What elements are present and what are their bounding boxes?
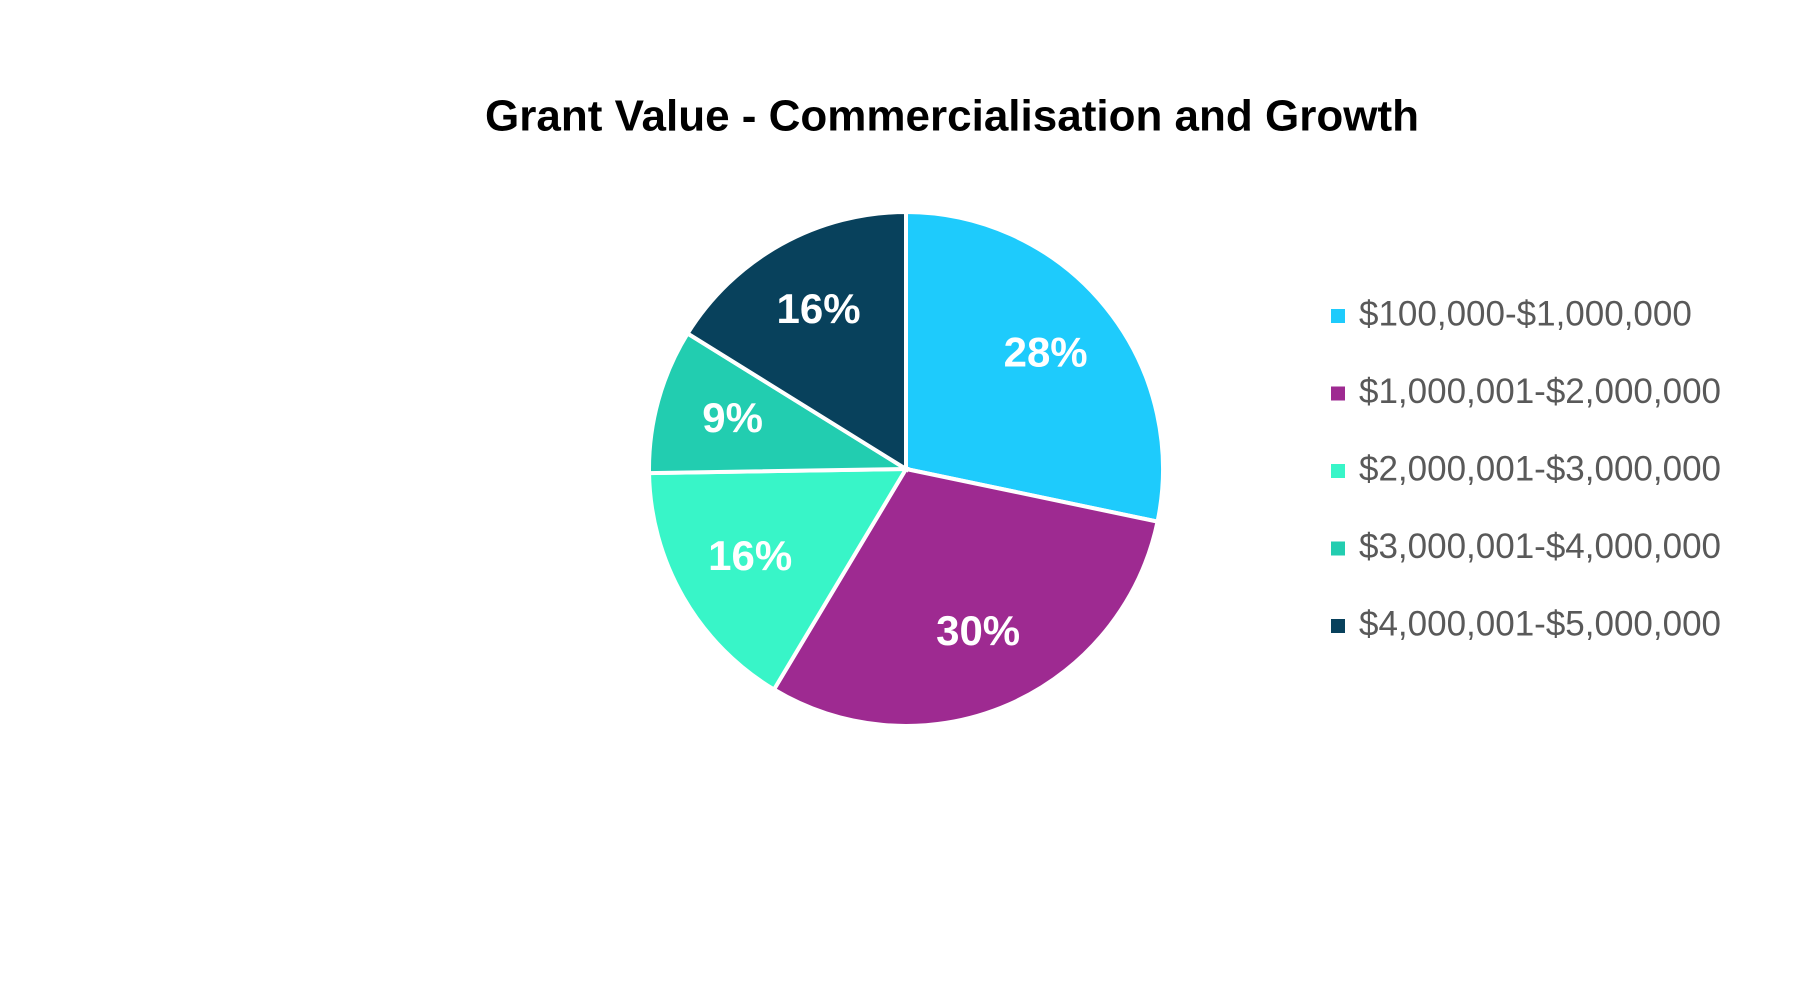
data-label: 30% (936, 607, 1020, 654)
legend-label: $100,000-$1,000,000 (1359, 294, 1692, 333)
legend-swatch (1331, 464, 1345, 478)
chart-title: Grant Value - Commercialisation and Grow… (485, 92, 1419, 141)
legend-swatch (1331, 386, 1345, 401)
legend-label: $1,000,001-$2,000,000 (1359, 372, 1721, 411)
legend-swatch (1331, 309, 1345, 323)
data-label: 9% (702, 394, 763, 441)
pie-slice (647, 330, 913, 476)
data-label: 16% (708, 532, 792, 579)
data-label: 28% (1004, 329, 1088, 376)
legend-swatch (1331, 541, 1345, 556)
data-label: 16% (777, 285, 861, 332)
pie-slice (646, 466, 910, 693)
pie-slice (684, 209, 908, 473)
legend-label: $4,000,001-$5,000,000 (1359, 604, 1721, 643)
legend-swatch (1331, 619, 1345, 633)
legend-label: $2,000,001-$3,000,000 (1359, 449, 1721, 488)
pie-slice (904, 209, 1165, 525)
legend-label: $3,000,001-$4,000,000 (1359, 527, 1721, 566)
